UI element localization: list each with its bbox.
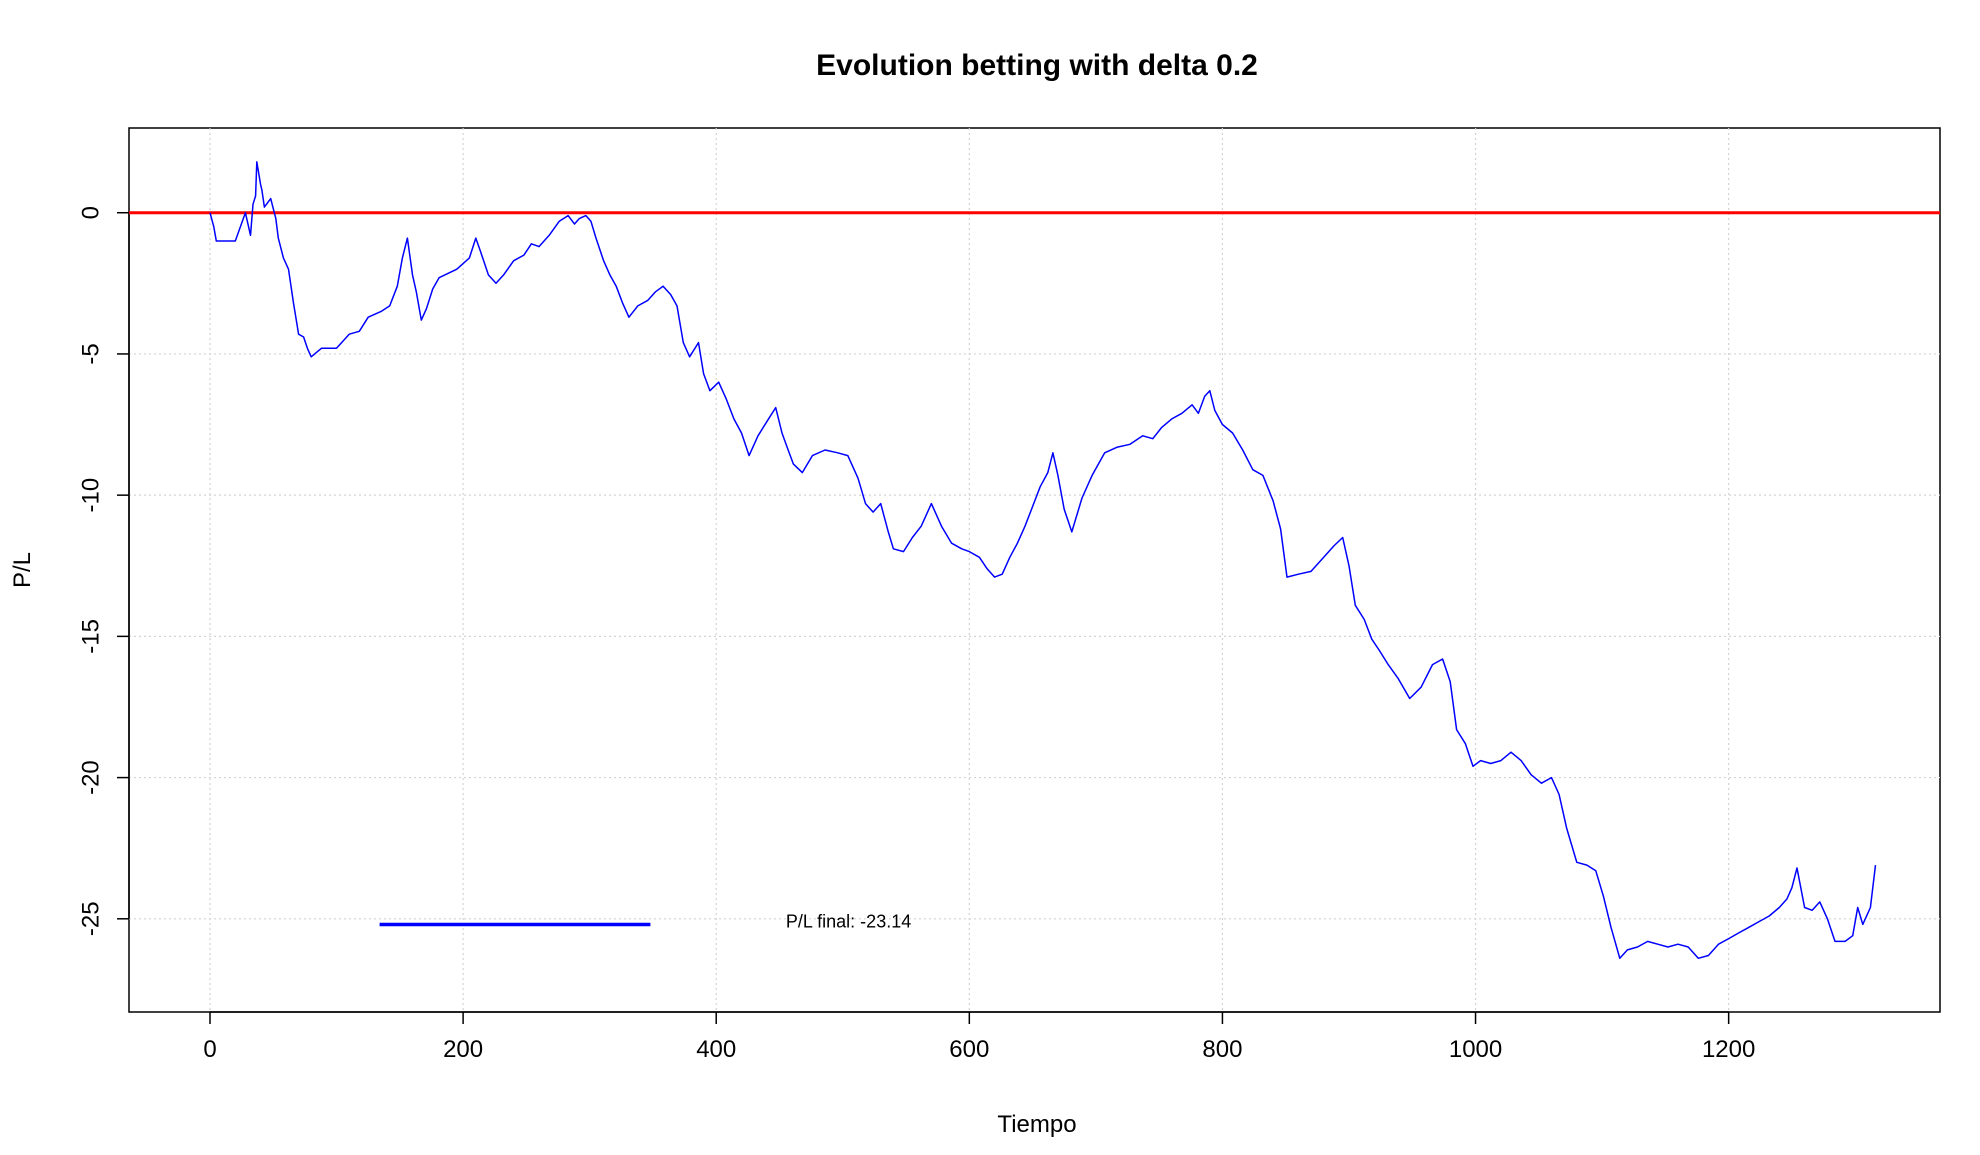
y-axis-label: P/L: [9, 552, 36, 588]
x-tick-label: 800: [1202, 1036, 1242, 1063]
x-axis: 0 200 400 600 800 1000 1200: [203, 1011, 1755, 1063]
grid-lines: [129, 128, 1940, 1012]
plot-frame: [128, 127, 1941, 1013]
y-tick-label: -10: [77, 478, 104, 513]
y-tick-label: -20: [77, 760, 104, 795]
x-tick-label: 600: [949, 1036, 989, 1063]
y-tick-label: -15: [77, 619, 104, 654]
y-tick-label: -5: [77, 343, 104, 364]
pl-series-line: [209, 161, 1877, 960]
x-tick-label: 1200: [1702, 1036, 1755, 1063]
final-pl-annotation: P/L final: -23.14: [786, 911, 911, 931]
x-tick-label: 0: [203, 1036, 216, 1063]
y-tick-label: -25: [77, 901, 104, 936]
chart-title: Evolution betting with delta 0.2: [816, 49, 1258, 82]
y-axis: 0 -5 -10 -15 -20 -25: [77, 206, 130, 936]
x-tick-label: 1000: [1449, 1036, 1502, 1063]
y-tick-label: 0: [77, 206, 104, 219]
x-tick-label: 200: [443, 1036, 483, 1063]
x-tick-label: 400: [696, 1036, 736, 1063]
x-axis-label: Tiempo: [997, 1111, 1076, 1138]
